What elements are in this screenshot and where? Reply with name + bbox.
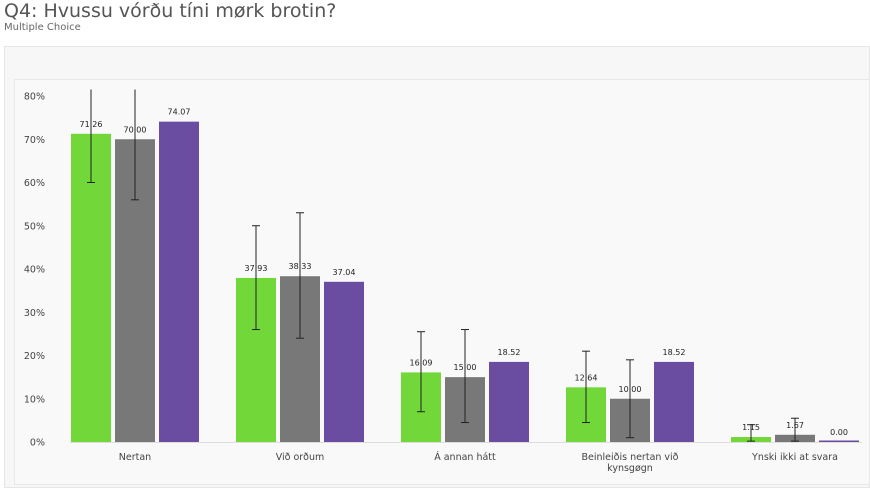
y-tick-label: 80% — [24, 92, 45, 103]
x-tick-label: Á annan hátt — [434, 451, 496, 463]
x-tick-label: Nertan — [119, 452, 151, 463]
bar — [654, 361, 694, 442]
y-tick-label: 20% — [24, 351, 45, 362]
data-label: 12.64 — [575, 373, 598, 382]
y-tick-label: 50% — [24, 221, 45, 232]
bar — [324, 281, 364, 442]
data-label: 10.00 — [619, 385, 642, 394]
data-label: 16.09 — [410, 358, 433, 367]
bar — [819, 440, 859, 442]
data-label: 37.93 — [245, 264, 268, 273]
bar — [489, 361, 529, 442]
bar — [71, 133, 111, 442]
x-tick-label: Við orðum — [276, 452, 325, 463]
x-tick-label: kynsgøgn — [607, 463, 653, 474]
data-label: 70.00 — [124, 125, 147, 134]
y-tick-label: 40% — [24, 265, 45, 276]
data-label: 18.52 — [663, 348, 686, 357]
x-tick-label: Beinleiðis nertan við — [582, 452, 679, 463]
data-label: 18.52 — [498, 348, 521, 357]
y-tick-label: 60% — [24, 178, 45, 189]
y-tick-label: 70% — [24, 135, 45, 146]
y-tick-label: 30% — [24, 308, 45, 319]
chart-title: Q4: Hvussu vórðu tíni mørk brotin? — [4, 0, 337, 22]
data-label: 15.00 — [454, 363, 477, 372]
data-label: 0.00 — [830, 428, 848, 437]
chart-plot-panel — [14, 79, 870, 485]
data-label: 71.26 — [80, 120, 103, 129]
data-label: 37.04 — [333, 268, 356, 277]
data-label: 74.07 — [168, 108, 191, 117]
data-label: 1.67 — [786, 421, 804, 430]
y-tick-label: 10% — [24, 394, 45, 405]
data-label: 1.15 — [742, 423, 760, 432]
bar — [159, 121, 199, 442]
data-label: 38.33 — [289, 262, 312, 271]
x-tick-label: Ynski ikki at svara — [751, 452, 838, 463]
chart-subtitle: Multiple Choice — [4, 22, 81, 33]
y-tick-label: 0% — [30, 438, 45, 449]
